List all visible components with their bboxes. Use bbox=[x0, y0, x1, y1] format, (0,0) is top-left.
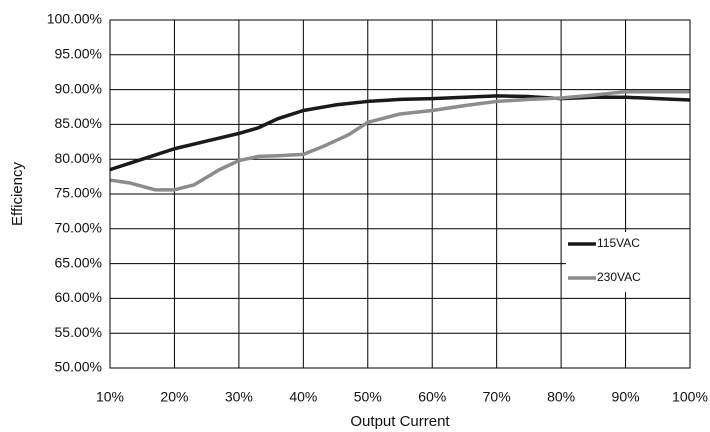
y-tick-label: 50.00% bbox=[55, 359, 102, 375]
x-axis-label: Output Current bbox=[350, 413, 450, 430]
x-tick-label: 80% bbox=[547, 389, 575, 405]
y-tick-label: 80.00% bbox=[55, 150, 102, 166]
y-tick-label: 100.00% bbox=[47, 11, 102, 27]
y-tick-label: 55.00% bbox=[55, 324, 102, 340]
x-tick-label: 50% bbox=[354, 389, 382, 405]
y-tick-label: 95.00% bbox=[55, 46, 102, 62]
x-tick-label: 40% bbox=[289, 389, 317, 405]
y-tick-label: 85.00% bbox=[55, 115, 102, 131]
x-tick-label: 60% bbox=[418, 389, 446, 405]
y-axis-label: Efficiency bbox=[9, 162, 26, 226]
series-line bbox=[109, 89, 690, 192]
series-line bbox=[109, 94, 691, 172]
y-tick-label: 70.00% bbox=[55, 220, 102, 236]
x-tick-label: 20% bbox=[160, 389, 188, 405]
x-tick-label: 30% bbox=[225, 389, 253, 405]
x-tick-label: 10% bbox=[96, 389, 124, 405]
y-tick-label: 75.00% bbox=[55, 185, 102, 201]
x-tick-label: 70% bbox=[483, 389, 511, 405]
plot-frame bbox=[109, 19, 691, 369]
x-tick-label: 90% bbox=[612, 389, 640, 405]
y-tick-label: 60.00% bbox=[55, 289, 102, 305]
legend-box bbox=[566, 232, 690, 292]
legend-label: 115VAC bbox=[597, 236, 640, 250]
x-tick-label: 100% bbox=[672, 389, 708, 405]
y-tick-label: 65.00% bbox=[55, 254, 102, 270]
y-tick-label: 90.00% bbox=[55, 80, 102, 96]
legend-label: 230VAC bbox=[597, 270, 641, 284]
